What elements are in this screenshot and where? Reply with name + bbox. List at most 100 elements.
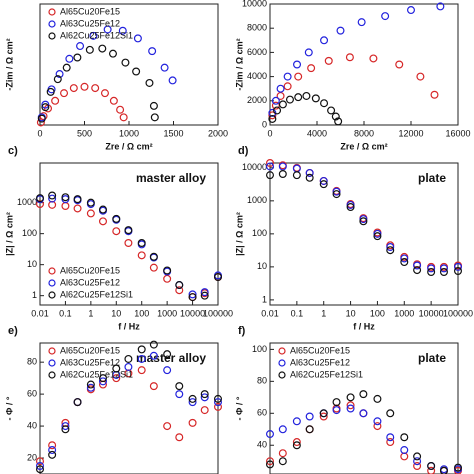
panel-letter: c): [8, 145, 18, 157]
y-axis-label: |Z| / Ω cm²: [4, 212, 14, 256]
legend-marker: [48, 371, 56, 379]
data-point: [332, 187, 341, 196]
y-tick-label: 1: [262, 294, 267, 304]
x-tick-label: 1: [88, 308, 93, 318]
data-point: [163, 266, 172, 275]
data-point: [359, 217, 368, 226]
y-tick-label: 40: [27, 420, 37, 430]
x-tick-label: 12000: [398, 128, 423, 138]
x-tick-label: 100000: [443, 308, 473, 318]
data-point: [266, 457, 275, 466]
data-point: [163, 274, 172, 283]
data-point: [359, 409, 368, 418]
data-point: [98, 374, 107, 383]
data-point: [266, 162, 275, 171]
data-point: [86, 209, 95, 218]
data-point: [320, 36, 329, 45]
data-point: [436, 2, 445, 11]
y-tick-label: 80: [257, 376, 267, 386]
data-point: [273, 106, 282, 115]
data-point: [400, 452, 409, 461]
data-point: [175, 281, 184, 290]
legend-label: Al63Cu25Fe12: [60, 277, 120, 287]
legend-marker: [48, 291, 56, 299]
data-point: [439, 267, 448, 276]
data-point: [278, 457, 287, 466]
data-point: [381, 12, 390, 21]
data-point: [175, 433, 184, 442]
data-point: [278, 170, 287, 179]
x-tick-label: 100: [370, 308, 385, 318]
data-point: [35, 465, 44, 474]
x-tick-label: 10000: [180, 308, 205, 318]
legend-marker: [48, 32, 56, 40]
data-point: [200, 390, 209, 399]
data-point: [373, 394, 382, 403]
y-axis-label: |Z| / Ω cm²: [234, 212, 244, 256]
data-point: [124, 226, 133, 235]
y-tick-label: 6000: [247, 47, 267, 57]
legend-label: Al63Cu25Fe12: [60, 18, 120, 28]
data-point: [320, 99, 329, 108]
data-point: [319, 176, 328, 185]
y-tick-label: 1000: [17, 197, 37, 207]
x-tick-label: 2000: [208, 128, 228, 138]
data-point: [124, 238, 133, 247]
plot-frame: [269, 342, 459, 474]
data-point: [112, 214, 121, 223]
y-tick-label: 0: [262, 119, 267, 129]
x-tick-label: 0.1: [59, 308, 72, 318]
data-point: [188, 293, 197, 302]
data-point: [55, 70, 64, 79]
data-point: [132, 67, 141, 76]
data-point: [278, 162, 287, 171]
data-point: [62, 63, 71, 72]
x-tick-label: 0.01: [261, 308, 279, 318]
data-point: [214, 272, 223, 281]
data-point: [268, 114, 277, 123]
data-point: [61, 201, 70, 210]
data-point: [266, 171, 275, 180]
data-point: [149, 252, 158, 261]
data-point: [149, 351, 158, 360]
data-point: [85, 45, 94, 54]
data-point: [304, 48, 313, 57]
data-point: [48, 446, 57, 455]
data-point: [65, 54, 74, 63]
data-point: [386, 438, 395, 447]
data-point: [41, 103, 50, 112]
data-point: [163, 350, 172, 359]
data-point: [112, 374, 121, 383]
legend-label: Al63Cu25Fe12: [60, 357, 120, 367]
data-point: [373, 422, 382, 431]
x-tick-label: 0: [37, 128, 42, 138]
data-point: [98, 377, 107, 386]
data-point: [149, 340, 158, 349]
data-point: [91, 84, 100, 93]
data-point: [109, 96, 118, 105]
data-point: [413, 457, 422, 466]
x-tick-label: 16000: [445, 128, 470, 138]
data-point: [327, 106, 336, 115]
data-point: [278, 449, 287, 458]
data-point: [331, 112, 340, 121]
data-point: [278, 100, 287, 109]
data-point: [73, 195, 82, 204]
data-point: [332, 406, 341, 415]
data-point: [137, 238, 146, 247]
data-point: [149, 101, 158, 110]
data-point: [373, 417, 382, 426]
data-point: [427, 267, 436, 276]
data-point: [148, 47, 157, 56]
data-point: [319, 180, 328, 189]
y-tick-label: 10: [257, 261, 267, 271]
legend-label: Al63Cu25Fe12: [290, 357, 350, 367]
data-point: [373, 229, 382, 238]
data-point: [112, 227, 121, 236]
data-point: [214, 394, 223, 403]
legend-marker: [48, 267, 56, 275]
x-tick-label: 0.01: [31, 308, 49, 318]
data-point: [400, 433, 409, 442]
y-tick-label: 4000: [247, 71, 267, 81]
annotation: plate: [418, 171, 446, 185]
